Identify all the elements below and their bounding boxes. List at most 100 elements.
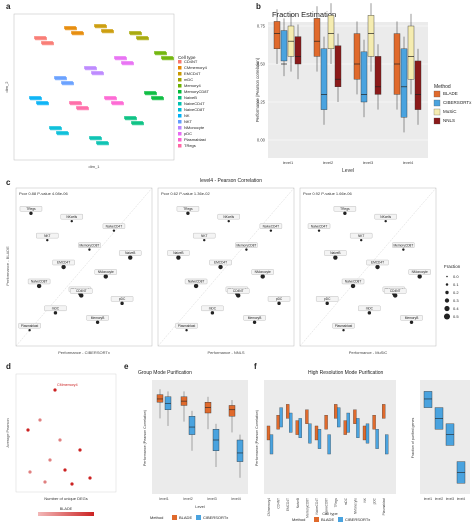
- b-box: [353, 33, 361, 80]
- deg-point: [88, 476, 92, 480]
- scatter-point: [325, 301, 329, 306]
- scatter-stat: Pcor 0.88 P-value 4.08e-06: [19, 191, 68, 196]
- f-box: [276, 415, 280, 430]
- scatter-point: [384, 219, 387, 223]
- b-ytick: 0.25: [257, 100, 266, 105]
- point-label: Plasmablast: [335, 324, 352, 328]
- umap-label-box: [97, 142, 109, 146]
- point-label: NKcells: [380, 215, 391, 219]
- legend-celltype: Memory4: [184, 83, 201, 88]
- panel-label-a: a: [6, 2, 11, 11]
- f-box: [314, 425, 319, 441]
- point-label: NMonocyte: [255, 270, 271, 274]
- b-box: [407, 25, 415, 80]
- f-box: [295, 420, 299, 435]
- panel-c-title: level4 - Pearson Correlation: [200, 178, 262, 184]
- scatter-point: [375, 264, 380, 270]
- legend-swatch: [178, 60, 182, 64]
- legend-swatch: [178, 84, 182, 88]
- f-box: [286, 404, 290, 419]
- point-label: MemoryCD8T: [236, 243, 256, 247]
- fraction-size-dot: [446, 275, 448, 278]
- point-label: NaiveB: [125, 251, 135, 255]
- point-label: mDC: [366, 307, 374, 311]
- f-xtick: CMmemory4: [267, 498, 271, 516]
- b-box: [273, 21, 281, 50]
- legend-celltype: MemoryCD8T: [184, 89, 209, 94]
- method-swatch: [433, 99, 441, 107]
- point-label: pDC: [324, 297, 331, 301]
- b-box: [400, 48, 408, 118]
- scatter-point: [61, 264, 66, 270]
- point-label: MemoryB: [405, 316, 419, 320]
- scatter-point: [252, 320, 257, 324]
- f2-xtick: level4: [457, 497, 466, 501]
- b-box: [367, 15, 375, 57]
- f-box: [365, 423, 370, 444]
- f-box: [385, 434, 389, 455]
- scatter-point: [236, 293, 241, 298]
- deg-point: [63, 468, 67, 472]
- fraction-level: 0.0: [453, 274, 459, 279]
- group-purification-plot: level1 level2 level3 level4 Performance (Pe…: [143, 380, 248, 520]
- scatter-point: [46, 238, 49, 242]
- f-legend-cibersortx: CIBERSORTx: [345, 517, 370, 522]
- scatter-point: [36, 283, 42, 289]
- umap-label-box: [30, 97, 42, 101]
- method-legend-title: Method: [434, 84, 451, 90]
- scatter-point: [317, 229, 321, 232]
- point-label: pDC: [119, 297, 126, 301]
- scatter-point: [70, 219, 73, 223]
- f-xtick: TRegs: [334, 498, 338, 508]
- deg-top-label: CMmemory4: [57, 383, 78, 387]
- b-ytick: 0.00: [257, 138, 266, 143]
- c-ylabel: Performance - BLADE: [5, 246, 10, 286]
- deg-point: [58, 438, 62, 442]
- legend-swatch: [178, 72, 182, 76]
- umap-label-box: [42, 42, 54, 46]
- panel-c: c level4 - Pearson Correlation Performan…: [0, 176, 474, 358]
- point-label: Plasmablast: [178, 324, 195, 328]
- umap-label-box: [112, 102, 124, 106]
- point-label: EMCD4T: [214, 261, 227, 265]
- point-label: MemoryCD8T: [80, 243, 100, 247]
- point-label: NaiveCD4T: [106, 224, 123, 228]
- panel-b-title: Fraction Estimation: [272, 10, 337, 19]
- f2-box: [423, 391, 433, 408]
- scatter-point: [28, 329, 31, 332]
- legend-swatch: [178, 144, 182, 148]
- scatter-point: [350, 283, 356, 289]
- panel-label-c: c: [6, 178, 11, 187]
- e-box: [228, 405, 236, 417]
- legend-swatch: [178, 114, 182, 118]
- point-label: TRegs: [183, 207, 193, 211]
- fraction-boxplot: 0.00 0.25 0.50 0.75 level1 level2 level3 level…: [255, 3, 472, 174]
- point-label: TRegs: [26, 207, 36, 211]
- legend-swatch: [178, 126, 182, 130]
- scatter-point: [417, 274, 422, 279]
- legend-swatch: [178, 120, 182, 124]
- legend-celltype: mDC: [184, 77, 193, 82]
- fraction-level: 0.2: [453, 290, 459, 295]
- f-box: [305, 409, 309, 424]
- f-xlabel: Cell type: [322, 511, 338, 516]
- point-label: NaiveCD4T: [263, 224, 280, 228]
- f-box: [337, 407, 341, 428]
- f-box: [343, 420, 347, 435]
- legend-swatch: [178, 138, 182, 142]
- point-label: NaiveB: [173, 251, 183, 255]
- umap-label-box: [85, 67, 97, 71]
- legend-swatch: [178, 102, 182, 106]
- scatter-point: [103, 274, 108, 279]
- fraction-level: 0.1: [453, 282, 459, 287]
- point-label: CD4NT: [76, 289, 87, 293]
- umap-label-box: [130, 32, 142, 36]
- legend-celltype: CMmemory4: [184, 65, 208, 70]
- f-box: [334, 404, 338, 419]
- f-box: [327, 434, 331, 455]
- point-label: NKT: [201, 234, 207, 238]
- umap-label-box: [152, 97, 164, 101]
- point-label: NMonocyte: [412, 270, 428, 274]
- f-xtick: NaiveCD4T: [315, 498, 319, 515]
- umap-label-box: [137, 37, 149, 41]
